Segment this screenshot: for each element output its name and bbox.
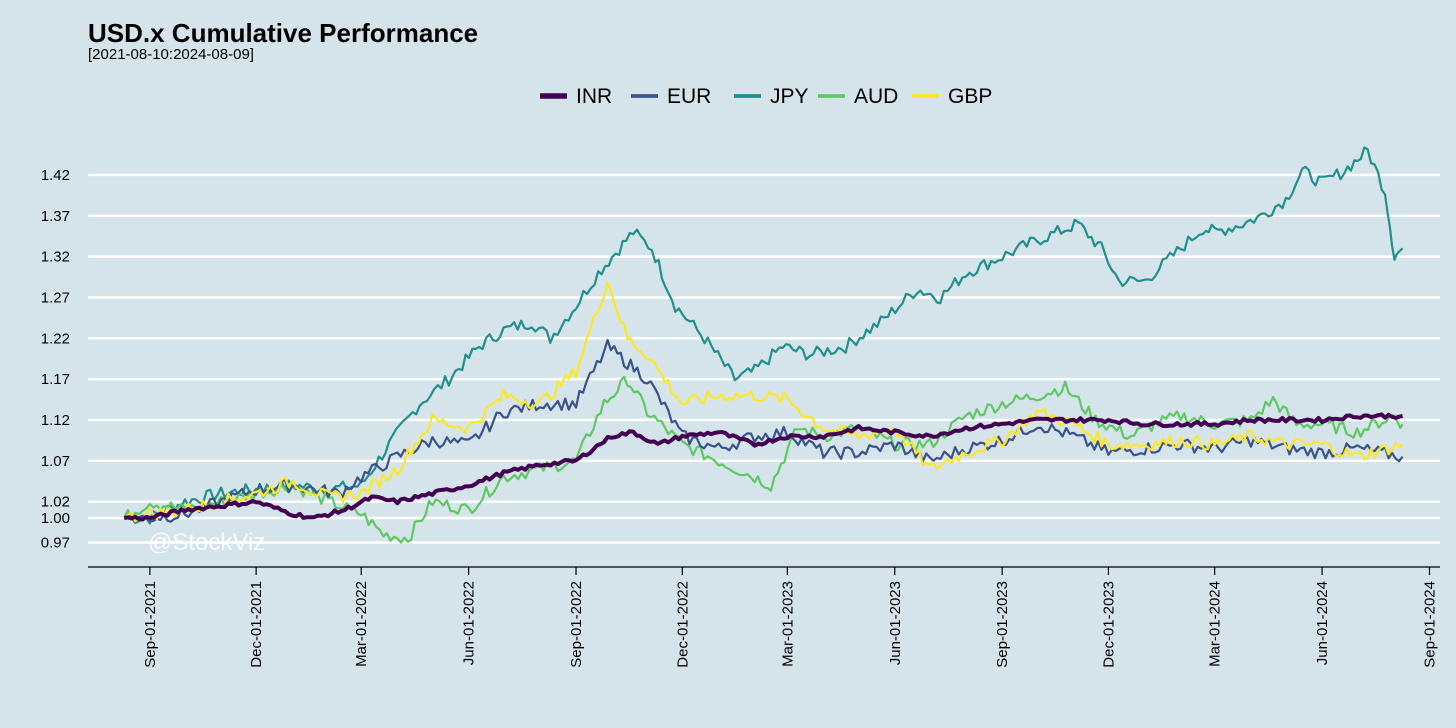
x-tick-label: Sep-01-2023	[994, 581, 1011, 668]
y-tick-label: 1.00	[41, 510, 70, 527]
x-tick-label: Mar-01-2023	[779, 581, 796, 667]
y-tick-label: 1.27	[41, 289, 70, 306]
chart-title: USD.x Cumulative Performance	[88, 18, 478, 48]
series-line-gbp	[123, 281, 1404, 523]
legend-label-gbp: GBP	[948, 85, 992, 108]
x-tick-label: Dec-01-2022	[674, 581, 691, 668]
y-tick-label: 1.17	[41, 371, 70, 388]
y-tick-label: 1.32	[41, 249, 70, 266]
chart-subtitle: [2021-08-10:2024-08-09]	[88, 46, 254, 63]
y-tick-label: 1.12	[41, 412, 70, 429]
legend: INR EUR JPY AUD GBP	[540, 85, 992, 108]
x-tick-label: Dec-01-2023	[1100, 581, 1117, 668]
series-lines	[123, 146, 1404, 544]
series-line-jpy	[124, 146, 1404, 525]
legend-label-jpy: JPY	[770, 85, 809, 108]
y-tick-label: 1.37	[41, 208, 70, 225]
y-tick-label: 1.42	[41, 167, 70, 184]
watermark: @StockViz	[148, 529, 265, 556]
series-line-inr	[123, 412, 1404, 522]
y-axis-ticks: 0.97 1.001.02 1.07 1.12 1.17 1.22 1.27 1.32 1.37…	[41, 167, 70, 552]
x-tick-label: Sep-01-2022	[568, 581, 585, 668]
legend-label-inr: INR	[576, 85, 612, 108]
y-tick-label: 1.07	[41, 453, 70, 470]
y-tick-label: 1.22	[41, 330, 70, 347]
x-tick-label: Jun-01-2022	[461, 581, 478, 665]
x-tick-label: Mar-01-2022	[353, 581, 370, 667]
y-tick-label: 1.02	[41, 494, 70, 511]
legend-label-eur: EUR	[667, 85, 711, 108]
x-tick-label: Sep-01-2024	[1421, 581, 1438, 668]
x-tick-label: Dec-01-2021	[248, 581, 265, 668]
x-tick-label: Jun-01-2024	[1314, 581, 1331, 665]
x-tick-label: Mar-01-2024	[1207, 581, 1224, 667]
x-tick-label: Sep-01-2021	[142, 581, 159, 668]
y-tick-label: 0.97	[41, 534, 70, 551]
series-line-aud	[123, 375, 1404, 544]
x-tick-label: Jun-01-2023	[887, 581, 904, 665]
legend-label-aud: AUD	[854, 85, 898, 108]
x-axis: Sep-01-2021 Dec-01-2021 Mar-01-2022 Jun-01-…	[88, 566, 1440, 668]
